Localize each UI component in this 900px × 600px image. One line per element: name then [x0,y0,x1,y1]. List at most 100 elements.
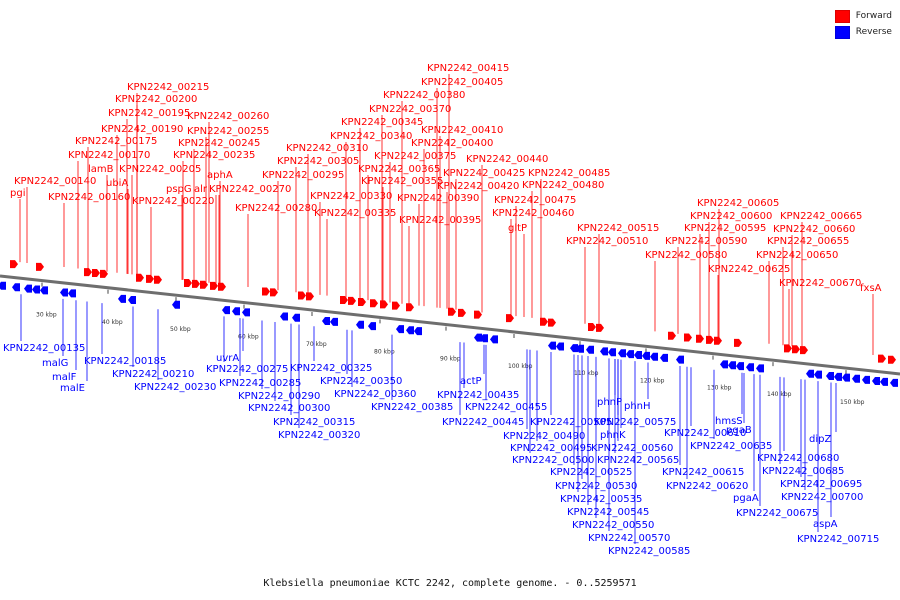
scale-label: 150 kbp [840,399,865,406]
reverse-gene-label: KPN2242_00230 [134,382,216,393]
forward-gene-label: KPN2242_00245 [178,138,260,149]
scale-label: 80 kbp [374,348,395,355]
forward-gene-label: KPN2242_00485 [528,168,610,179]
scale-label: 130 kbp [707,385,732,392]
reverse-gene-arrow [806,369,814,378]
forward-gene-label: KPN2242_00650 [756,250,838,261]
reverse-gene-label: KPN2242_00695 [780,479,862,490]
reverse-gene-arrow [322,317,330,326]
reverse-gene-label: phnP [597,397,622,408]
reverse-gene-arrow [330,317,338,326]
reverse-gene-arrow [368,322,376,331]
reverse-gene-arrow [32,285,40,294]
reverse-gene-label: pgaB [726,425,752,436]
reverse-gene-label: KPN2242_00315 [273,417,355,428]
forward-gene-arrow [262,287,270,296]
reverse-gene-arrow [634,351,642,360]
forward-gene-label: lamB [88,164,114,175]
forward-gene-arrow [792,345,800,354]
reverse-gene-arrow [586,345,594,354]
forward-gene-label: fxsA [860,283,882,294]
forward-gene-label: KPN2242_00665 [780,211,862,222]
reverse-gene-arrow [720,360,728,369]
forward-gene-label: KPN2242_00440 [466,154,548,165]
reverse-gene-arrow [728,361,736,370]
reverse-gene-arrow [68,289,76,298]
forward-gene-arrow [506,314,514,323]
forward-gene-label: KPN2242_00655 [767,236,849,247]
reverse-gene-arrow [842,373,850,382]
reverse-gene-label: KPN2242_00385 [371,402,453,413]
forward-gene-label: KPN2242_00460 [492,208,574,219]
reverse-gene-arrow [0,281,6,290]
reverse-gene-arrow [396,325,404,334]
reverse-gene-arrow [172,300,180,309]
reverse-gene-label: KPN2242_00500 [512,455,594,466]
reverse-gene-label: KPN2242_00300 [248,403,330,414]
reverse-gene-label: KPN2242_00565 [597,455,679,466]
forward-gene-label: KPN2242_00425 [443,168,525,179]
scale-label: 50 kbp [170,326,191,333]
reverse-gene-arrow [474,333,482,342]
reverse-gene-arrow [118,294,126,303]
reverse-gene-label: KPN2242_00445 [442,417,524,428]
reverse-gene-arrow [24,284,32,293]
reverse-gene-arrow [862,375,870,384]
forward-gene-label: KPN2242_00215 [127,82,209,93]
reverse-gene-arrow [872,376,880,385]
reverse-gene-arrow [232,307,240,316]
forward-gene-arrow [184,279,192,288]
reverse-gene-label: KPN2242_00320 [278,430,360,441]
reverse-gene-label: uvrA [216,353,239,364]
reverse-gene-arrow [608,348,616,357]
legend-item-forward: Forward [834,8,892,24]
forward-gene-label: KPN2242_00595 [684,223,766,234]
reverse-gene-arrow [756,364,764,373]
reverse-gene-arrow [852,374,860,383]
reverse-gene-arrow [746,363,754,372]
forward-gene-arrow [146,274,154,283]
reverse-gene-label: KPN2242_00560 [591,443,673,454]
reverse-gene-arrow [626,350,634,359]
forward-gene-arrow [340,296,348,305]
legend: Forward Reverse [834,8,892,40]
forward-gene-label: KPN2242_00405 [421,77,503,88]
reverse-gene-arrow [356,320,364,329]
forward-gene-label: KPN2242_00235 [173,150,255,161]
forward-gene-label: KPN2242_00280 [235,203,317,214]
forward-gene-label: KPN2242_00515 [577,223,659,234]
reverse-gene-label: KPN2242_00325 [290,363,372,374]
forward-gene-arrow [200,280,208,289]
forward-gene-label: KPN2242_00260 [187,111,269,122]
reverse-gene-label: KPN2242_00700 [781,492,863,503]
forward-gene-arrow [406,303,414,312]
reverse-gene-arrow [880,377,888,386]
map-caption: Klebsiella pneumoniae KCTC 2242, complet… [263,578,637,589]
reverse-gene-label: KPN2242_00455 [465,402,547,413]
forward-gene-arrow [298,291,306,300]
forward-gene-label: KPN2242_00195 [108,108,190,119]
legend-label-reverse: Reverse [855,27,892,37]
reverse-gene-label: actP [460,376,482,387]
backbone-line [0,274,900,376]
forward-gene-label: KPN2242_00415 [427,63,509,74]
reverse-gene-arrow [890,378,898,387]
forward-gene-arrow [784,344,792,353]
reverse-gene-arrow [60,288,68,297]
reverse-gene-label: malG [42,358,68,369]
reverse-gene-arrow [490,335,498,344]
forward-gene-label: gltP [508,223,527,234]
reverse-gene-arrow [618,349,626,358]
reverse-gene-arrow [736,362,744,371]
reverse-gene-arrow [814,370,822,379]
forward-gene-arrow [84,268,92,277]
reverse-gene-label: phnH [624,401,651,412]
forward-gene-arrow [92,269,100,278]
reverse-gene-label: KPN2242_00680 [757,453,839,464]
forward-gene-arrow [306,292,314,301]
forward-gene-arrow [588,323,596,332]
reverse-gene-arrow [292,313,300,322]
scale-label: 70 kbp [306,341,327,348]
legend-swatch-forward [834,9,850,23]
reverse-gene-label: dipZ [809,434,831,445]
